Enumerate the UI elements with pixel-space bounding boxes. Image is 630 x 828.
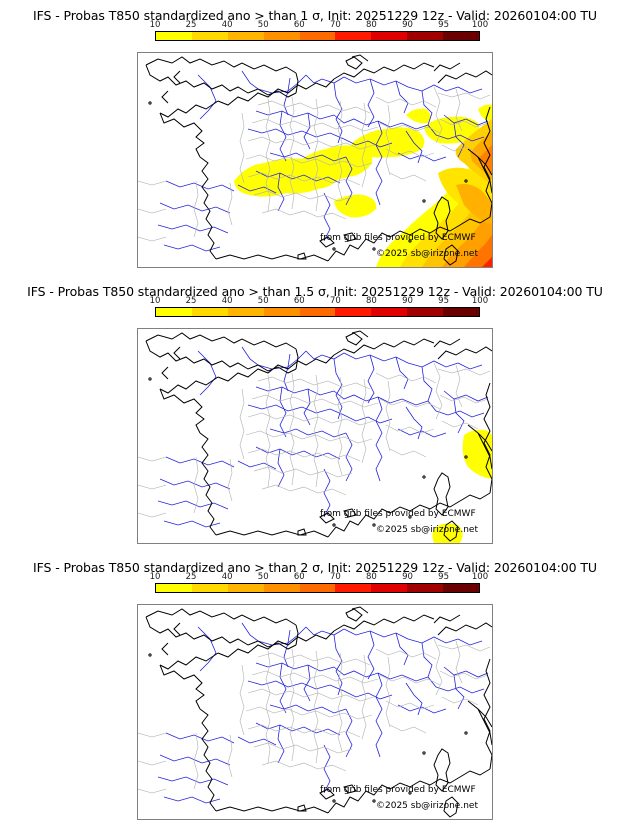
colorbar-tick: 70 bbox=[329, 20, 341, 30]
panel-title: IFS - Probas T850 standardized ano > tha… bbox=[33, 8, 597, 23]
colorbar-segment bbox=[299, 32, 336, 40]
colorbar-tick: 60 bbox=[293, 572, 305, 582]
colorbar-tick: 25 bbox=[185, 572, 197, 582]
colorbar-segment bbox=[443, 308, 480, 316]
colorbar-segment bbox=[335, 308, 372, 316]
colorbar: 10 25 40 50 60 70 80 90 95 100 bbox=[150, 20, 489, 42]
colorbar-segment bbox=[227, 308, 264, 316]
colorbar-segment bbox=[263, 308, 300, 316]
colorbar-tick: 40 bbox=[221, 572, 233, 582]
map-source-credit: from grib files provided by ECMWF bbox=[320, 785, 476, 795]
colorbar-segment bbox=[335, 584, 372, 592]
colorbar-tick: 10 bbox=[149, 20, 161, 30]
probability-panel: IFS - Probas T850 standardized ano > tha… bbox=[0, 0, 630, 276]
colorbar-segment bbox=[156, 584, 192, 592]
colorbar-ticks: 10 25 40 50 60 70 80 90 95 100 bbox=[150, 296, 489, 307]
colorbar-segment bbox=[371, 308, 408, 316]
probability-panel: IFS - Probas T850 standardized ano > tha… bbox=[0, 552, 630, 828]
colorbar-tick: 50 bbox=[257, 20, 269, 30]
colorbar-tick: 100 bbox=[471, 572, 489, 582]
colorbar-gradient bbox=[155, 31, 480, 41]
colorbar-tick: 100 bbox=[471, 20, 489, 30]
colorbar-tick: 70 bbox=[329, 296, 341, 306]
colorbar-segment bbox=[227, 32, 264, 40]
colorbar-segment bbox=[227, 584, 264, 592]
colorbar-tick: 50 bbox=[257, 572, 269, 582]
colorbar-segment bbox=[335, 32, 372, 40]
colorbar-tick: 80 bbox=[366, 20, 377, 30]
colorbar-tick: 10 bbox=[149, 572, 161, 582]
probability-shading bbox=[234, 104, 492, 267]
map-copyright-credit: ©2025 sb@irizone.net bbox=[376, 525, 478, 535]
colorbar-segment bbox=[371, 584, 408, 592]
colorbar-segment bbox=[407, 308, 444, 316]
colorbar-ticks: 10 25 40 50 60 70 80 90 95 100 bbox=[150, 20, 489, 31]
colorbar-segment bbox=[191, 584, 228, 592]
colorbar-tick: 95 bbox=[438, 296, 450, 306]
colorbar-segment bbox=[407, 32, 444, 40]
colorbar-tick: 60 bbox=[293, 20, 305, 30]
colorbar-tick: 25 bbox=[185, 296, 197, 306]
map-canvas bbox=[138, 330, 492, 543]
colorbar-segment bbox=[191, 32, 228, 40]
colorbar-segment bbox=[443, 584, 480, 592]
colorbar-tick: 60 bbox=[293, 296, 305, 306]
colorbar-tick: 90 bbox=[402, 572, 413, 582]
map-copyright-credit: ©2025 sb@irizone.net bbox=[376, 801, 478, 811]
panel-title: IFS - Probas T850 standardized ano > tha… bbox=[27, 284, 603, 299]
panel-title: IFS - Probas T850 standardized ano > tha… bbox=[33, 560, 597, 575]
colorbar-tick: 95 bbox=[438, 20, 450, 30]
map-source-credit: from grib files provided by ECMWF bbox=[320, 509, 476, 519]
colorbar-segment bbox=[156, 308, 192, 316]
colorbar: 10 25 40 50 60 70 80 90 95 100 bbox=[150, 296, 489, 318]
probability-panel: IFS - Probas T850 standardized ano > tha… bbox=[0, 276, 630, 552]
colorbar-tick: 80 bbox=[366, 296, 377, 306]
map-source-credit: from grib files provided by ECMWF bbox=[320, 233, 476, 243]
colorbar-tick: 40 bbox=[221, 20, 233, 30]
colorbar-ticks: 10 25 40 50 60 70 80 90 95 100 bbox=[150, 572, 489, 583]
colorbar-tick: 70 bbox=[329, 572, 341, 582]
colorbar-tick: 90 bbox=[402, 20, 413, 30]
map-canvas bbox=[138, 54, 492, 267]
colorbar-segment bbox=[299, 308, 336, 316]
colorbar-segment bbox=[443, 32, 480, 40]
forecast-map[interactable]: from grib files provided by ECMWF ©2025 … bbox=[137, 604, 493, 820]
colorbar-segment bbox=[407, 584, 444, 592]
colorbar-segment bbox=[191, 308, 228, 316]
forecast-map[interactable]: from grib files provided by ECMWF ©2025 … bbox=[137, 52, 493, 268]
colorbar-segment bbox=[299, 584, 336, 592]
colorbar-tick: 10 bbox=[149, 296, 161, 306]
colorbar-segment bbox=[263, 584, 300, 592]
map-copyright-credit: ©2025 sb@irizone.net bbox=[376, 249, 478, 259]
colorbar-segment bbox=[156, 32, 192, 40]
colorbar-gradient bbox=[155, 307, 480, 317]
colorbar-tick: 50 bbox=[257, 296, 269, 306]
colorbar-tick: 40 bbox=[221, 296, 233, 306]
colorbar-tick: 95 bbox=[438, 572, 450, 582]
colorbar-segment bbox=[371, 32, 408, 40]
colorbar-segment bbox=[263, 32, 300, 40]
colorbar: 10 25 40 50 60 70 80 90 95 100 bbox=[150, 572, 489, 594]
forecast-map[interactable]: from grib files provided by ECMWF ©2025 … bbox=[137, 328, 493, 544]
colorbar-tick: 90 bbox=[402, 296, 413, 306]
colorbar-tick: 25 bbox=[185, 20, 197, 30]
colorbar-tick: 100 bbox=[471, 296, 489, 306]
colorbar-gradient bbox=[155, 583, 480, 593]
colorbar-tick: 80 bbox=[366, 572, 377, 582]
